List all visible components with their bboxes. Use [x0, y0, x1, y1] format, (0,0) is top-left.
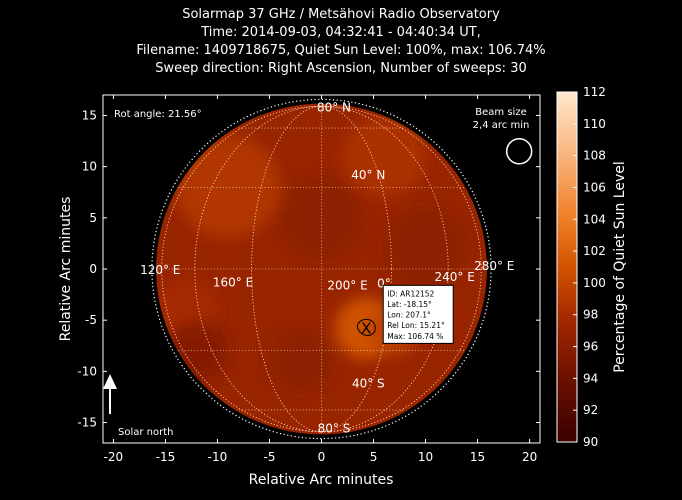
grid-label: 160° E	[213, 275, 253, 289]
rot-angle-label: Rot angle: 21.56°	[114, 109, 202, 120]
y-tick-label: 5	[89, 211, 97, 225]
chart-title-line-1: Solarmap 37 GHz / Metsähovi Radio Observ…	[182, 7, 500, 22]
colorbar-tick-label: 102	[583, 244, 606, 258]
y-tick-label: -10	[77, 364, 97, 378]
brightness-region	[383, 207, 468, 290]
active-region-contour	[356, 318, 376, 336]
grid-label: 280° E	[474, 259, 514, 273]
y-axis: -15 -10 -5 0 5 10 15	[77, 108, 540, 430]
x-axis: -20 -15 -10 -5 0 5 10 15 20	[104, 95, 537, 464]
x-tick-label: 20	[522, 450, 537, 464]
active-region-info-line: Rel Lon: 15.21°	[387, 321, 445, 330]
brightness-region	[342, 115, 426, 198]
y-tick-label: 0	[89, 262, 97, 276]
heliographic-grid	[156, 105, 487, 433]
active-region-info-line: Max: 106.74 %	[387, 332, 443, 341]
active-region-marker: X ID: AR12152 Lat: -18.15° Lon: 207.1°Rel L…	[356, 284, 454, 344]
active-region-info-line: Lat: -18.15°	[387, 300, 432, 309]
x-tick-label: 5	[370, 450, 378, 464]
y-axis-label: Relative Arc minutes	[58, 197, 74, 342]
y-tick-label: -15	[77, 416, 97, 430]
beam-size-value: 2,4 arc min	[473, 120, 530, 131]
grid-label: 200° E	[327, 278, 367, 292]
colorbar-tick-label: 112	[583, 85, 606, 99]
colorbar-tick-label: 108	[583, 149, 606, 163]
colorbar	[556, 91, 578, 443]
x-axis-label: Relative Arc minutes	[249, 472, 394, 488]
colorbar-tick-label: 98	[583, 308, 598, 322]
chart-title-line-3: Filename: 1409718675, Quiet Sun Level: 1…	[136, 43, 546, 58]
brightness-region	[175, 135, 280, 239]
colorbar-tick-label: 90	[583, 435, 598, 449]
x-tick-label: -10	[208, 450, 228, 464]
y-tick-label: -5	[85, 313, 97, 327]
x-tick-label: -15	[156, 450, 176, 464]
chart-title-line-2: Time: 2014-09-03, 04:32:41 - 04:40:34 UT…	[201, 25, 481, 40]
x-tick-label: 15	[470, 450, 485, 464]
grid-label: 40° N	[351, 168, 385, 182]
active-region-info-box	[382, 284, 454, 344]
colorbar-tick-label: 104	[583, 212, 606, 226]
x-tick-label: 10	[418, 450, 433, 464]
brightness-region	[269, 330, 332, 392]
x-tick-label: -20	[104, 450, 124, 464]
meridian-line	[251, 105, 392, 433]
solar-limb	[151, 98, 492, 440]
meridian-line	[161, 105, 482, 433]
y-tick-label: 10	[82, 160, 97, 174]
colorbar-tick-label: 96	[583, 340, 598, 354]
colorbar-tick-label: 92	[583, 403, 598, 417]
solar-north-arrow-icon	[103, 374, 117, 414]
y-tick-label: 15	[82, 108, 97, 122]
solar-north-label: Solar north	[118, 427, 174, 438]
active-region-info-line: Lon: 207.1°	[387, 311, 431, 320]
colorbar-tick-label: 100	[583, 276, 606, 290]
colorbar-tick-label: 106	[583, 180, 606, 194]
x-tick-label: -5	[263, 450, 275, 464]
grid-label: 40° S	[352, 377, 385, 391]
chart-title-line-4: Sweep direction: Right Ascension, Number…	[155, 61, 527, 76]
active-region-info-line: ID: AR12152	[387, 289, 434, 298]
brightness-region	[279, 176, 364, 259]
grid-label: 80° N	[317, 100, 351, 114]
beam-circle	[505, 138, 533, 165]
beam-size-label: Beam size	[475, 107, 526, 118]
grid-label: 80° S	[318, 422, 351, 436]
grid-label: 120° E	[140, 263, 180, 277]
active-region-x-marker: X	[361, 319, 371, 337]
grid-label: 240° E	[435, 270, 475, 284]
colorbar-label: Percentage of Quiet Sun Level	[612, 161, 628, 373]
x-tick-label: 0	[318, 450, 326, 464]
colorbar-ticks: 90 92 94 96 98 100 102 104 106 108 110 112	[573, 85, 606, 449]
colorbar-tick-label: 110	[583, 117, 606, 131]
colorbar-tick-label: 94	[583, 371, 598, 385]
